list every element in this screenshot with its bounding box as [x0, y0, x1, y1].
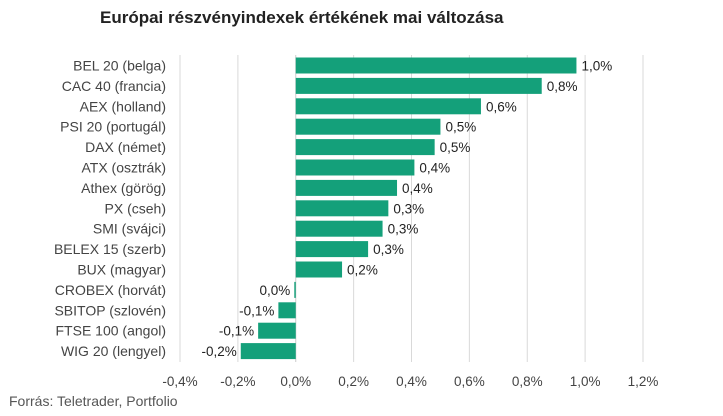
bar: [295, 98, 481, 115]
category-label: BUX (magyar): [77, 262, 166, 278]
value-label: 1,0%: [581, 59, 612, 74]
bar: [258, 322, 296, 339]
category-label: AEX (holland): [80, 98, 166, 114]
chart-title: Európai részvényindexek értékének mai vá…: [100, 8, 504, 27]
x-tick-label: 1,2%: [628, 374, 659, 389]
bar: [295, 159, 415, 176]
value-label: 0,2%: [347, 263, 378, 278]
value-label: -0,1%: [219, 324, 254, 339]
value-label: 0,6%: [486, 99, 517, 114]
bar: [295, 57, 577, 74]
value-label: 0,3%: [373, 242, 404, 257]
bar: [295, 241, 369, 258]
bar: [295, 200, 389, 217]
category-label: PX (cseh): [105, 200, 166, 216]
x-tick-label: 0,0%: [280, 374, 311, 389]
x-tick-label: 1,0%: [570, 374, 601, 389]
category-label: BEL 20 (belga): [73, 58, 166, 74]
category-label: ATX (osztrák): [81, 160, 166, 176]
bar: [295, 118, 441, 135]
value-label: -0,2%: [201, 344, 236, 359]
value-label: 0,8%: [547, 79, 578, 94]
value-label: -0,1%: [239, 303, 274, 318]
x-tick-label: 0,2%: [338, 374, 369, 389]
x-tick-label: 0,6%: [454, 374, 485, 389]
category-label: FTSE 100 (angol): [56, 323, 167, 339]
bar: [240, 343, 296, 360]
category-label: DAX (német): [85, 139, 166, 155]
category-label: CAC 40 (francia): [62, 78, 166, 94]
value-label: 0,5%: [440, 140, 471, 155]
category-label: SMI (svájci): [93, 221, 166, 237]
x-tick-label: -0,4%: [162, 374, 197, 389]
category-label: PSI 20 (portugál): [60, 119, 166, 135]
bar: [278, 302, 296, 319]
bar: [295, 261, 343, 278]
value-label: 0,0%: [260, 283, 291, 298]
value-label: 0,3%: [393, 201, 424, 216]
value-label: 0,4%: [402, 181, 433, 196]
value-labels: 1,0%0,8% 0,6% 0,5% 0,5% 0,4% 0,4% 0,3% 0,3% 0,3%…: [201, 59, 612, 360]
bars: [240, 57, 577, 360]
category-label: WIG 20 (lengyel): [61, 343, 166, 359]
category-label: Athex (görög): [81, 180, 166, 196]
bar: [295, 77, 542, 94]
category-label: BELEX 15 (szerb): [54, 241, 166, 257]
x-tick-label: 0,4%: [396, 374, 427, 389]
value-label: 0,5%: [445, 120, 476, 135]
bar: [295, 179, 398, 196]
category-label: CROBEX (horvát): [55, 282, 166, 298]
category-label: SBITOP (szlovén): [54, 302, 166, 318]
x-tick-label: -0,2%: [220, 374, 255, 389]
x-axis-ticks: -0,4% -0,2% 0,0% 0,2% 0,4% 0,6% 0,8% 1,0% 1,2%: [162, 374, 658, 389]
x-tick-label: 0,8%: [512, 374, 543, 389]
bar: [294, 281, 296, 298]
source-note: Forrás: Teletrader, Portfolio: [9, 393, 178, 409]
bar: [295, 220, 383, 237]
value-label: 0,4%: [419, 161, 450, 176]
bar: [295, 139, 435, 156]
value-label: 0,3%: [388, 222, 419, 237]
category-labels: BEL 20 (belga) CAC 40 (francia) AEX (holla…: [54, 58, 166, 360]
